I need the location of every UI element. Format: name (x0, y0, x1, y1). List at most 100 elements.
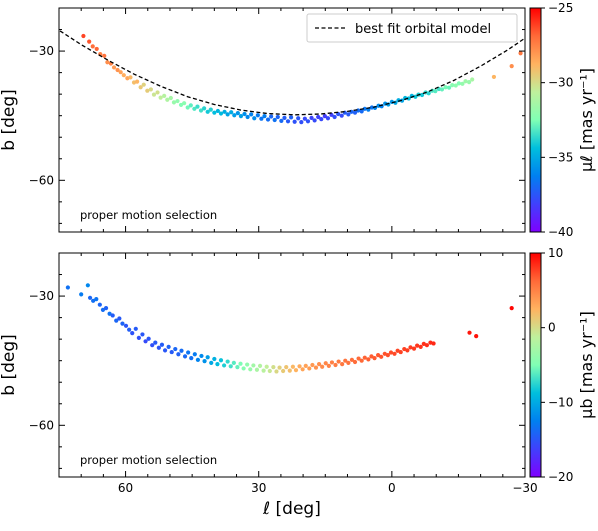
top-scatter-point (518, 51, 523, 56)
bottom-scatter-point (267, 368, 272, 374)
top-scatter-point (275, 114, 280, 120)
top-colorbar-tick-label: −40 (548, 225, 573, 239)
top-scatter-point (148, 87, 153, 92)
top-colorbar-label: μℓ [mas yr⁻¹] (577, 68, 596, 172)
top-plot-frame (58, 7, 526, 233)
bottom-scatter-point (136, 335, 141, 340)
top-scatter-point (309, 115, 314, 120)
bottom-scatter-point (79, 292, 84, 297)
bottom-scatter-point (85, 283, 90, 288)
bottom-scatter-point (238, 361, 243, 366)
top-scatter-point (376, 103, 381, 108)
bottom-scatter-point (228, 364, 233, 369)
bottom-scatter-point (385, 352, 390, 358)
top-scatter-point (413, 94, 418, 99)
top-scatter-point (346, 112, 351, 117)
top-scatter-point (168, 95, 173, 101)
bottom-colorbar-tick-label: −10 (548, 395, 573, 409)
top-scatter-point (329, 112, 334, 117)
top-scatter-point (285, 119, 291, 124)
bottom-scatter-point (346, 360, 351, 365)
top-scatter-point (188, 103, 193, 108)
top-y-axis-label: b [deg] (0, 89, 19, 151)
top-y-tick-label: −30 (29, 44, 54, 58)
bottom-y-axis-label: b [deg] (0, 334, 19, 396)
bottom-scatter-point (166, 344, 171, 350)
top-scatter-point (111, 65, 117, 70)
top-scatter-point (262, 114, 267, 119)
top-scatter-point (87, 39, 92, 44)
top-y-tick-label: −60 (29, 173, 54, 187)
top-scatter-point (145, 88, 150, 93)
top-scatter-point (316, 114, 321, 120)
bottom-scatter-point (195, 357, 201, 362)
bottom-scatter-point (388, 350, 394, 355)
top-scatter-layer (59, 29, 525, 125)
bottom-scatter-point (245, 362, 250, 367)
bottom-scatter-point (300, 367, 305, 372)
top-scatter-point (509, 64, 514, 69)
bottom-scatter-point (231, 360, 236, 365)
bottom-scatter-point (225, 359, 230, 364)
bottom-scatter-point (509, 306, 514, 311)
bottom-scatter-point (274, 369, 279, 374)
bottom-scatter-point (408, 345, 413, 350)
top-scatter-point (282, 115, 287, 120)
bottom-scatter-point (271, 365, 276, 370)
top-panel: −60 −30 proper motion selection b [deg] b… (0, 1, 596, 239)
x-tick-label: 30 (251, 481, 266, 495)
top-scatter-point (272, 117, 277, 123)
bottom-scatter-point (320, 364, 325, 369)
top-scatter-point (332, 114, 337, 120)
bottom-scatter-point (287, 368, 292, 373)
top-scatter-point (198, 108, 204, 113)
bottom-y-tick-label: −30 (29, 289, 54, 303)
top-scatter-point (175, 98, 180, 104)
bottom-scatter-point (349, 357, 355, 362)
top-scatter-point (292, 119, 297, 124)
x-axis-label: ℓ [deg] (262, 499, 321, 519)
top-legend-label: best fit orbital model (355, 22, 491, 37)
top-scatter-point (212, 110, 217, 115)
bottom-scatter-point (418, 344, 423, 350)
bottom-scatter-point (146, 336, 151, 341)
bottom-scatter-point (215, 362, 220, 367)
top-scatter-point (192, 106, 197, 111)
bottom-scatter-point (133, 326, 138, 331)
top-scatter-point (255, 113, 260, 118)
bottom-scatter-point (153, 340, 158, 345)
bottom-colorbar-ramp (529, 252, 542, 478)
top-scatter-point (225, 112, 230, 117)
top-scatter-point (90, 44, 95, 49)
top-colorbar-ramp (529, 7, 542, 233)
bottom-scatter-point (467, 330, 472, 335)
bottom-scatter-point (162, 348, 168, 353)
bottom-scatter-point (290, 364, 295, 369)
top-scatter-point (162, 93, 167, 98)
bottom-scatter-point (326, 363, 331, 368)
bottom-scatter-point (235, 365, 240, 370)
top-scatter-point (115, 67, 120, 73)
bottom-scatter-point (281, 368, 286, 374)
bottom-scatter-point (87, 295, 93, 300)
bottom-scatter-point (202, 359, 207, 364)
top-scatter-point (242, 111, 247, 117)
bottom-scatter-point (398, 349, 403, 355)
top-colorbar-tick-label: −35 (548, 150, 573, 164)
bottom-scatter-point (123, 323, 129, 328)
top-scatter-point (406, 96, 411, 101)
top-scatter-point (352, 110, 358, 115)
bottom-scatter-layer (65, 283, 514, 374)
top-scatter-point (105, 60, 110, 65)
x-tick-label: 60 (118, 481, 133, 495)
bottom-scatter-point (415, 343, 420, 348)
top-scatter-point (118, 70, 123, 75)
bottom-scatter-point (333, 362, 338, 368)
bottom-scatter-point (150, 343, 155, 348)
top-y-ticks: −60 −30 (29, 7, 525, 224)
top-scatter-point (491, 74, 497, 80)
bottom-scatter-point (182, 354, 188, 359)
top-scatter-point (319, 117, 324, 122)
bottom-scatter-point (313, 365, 319, 370)
